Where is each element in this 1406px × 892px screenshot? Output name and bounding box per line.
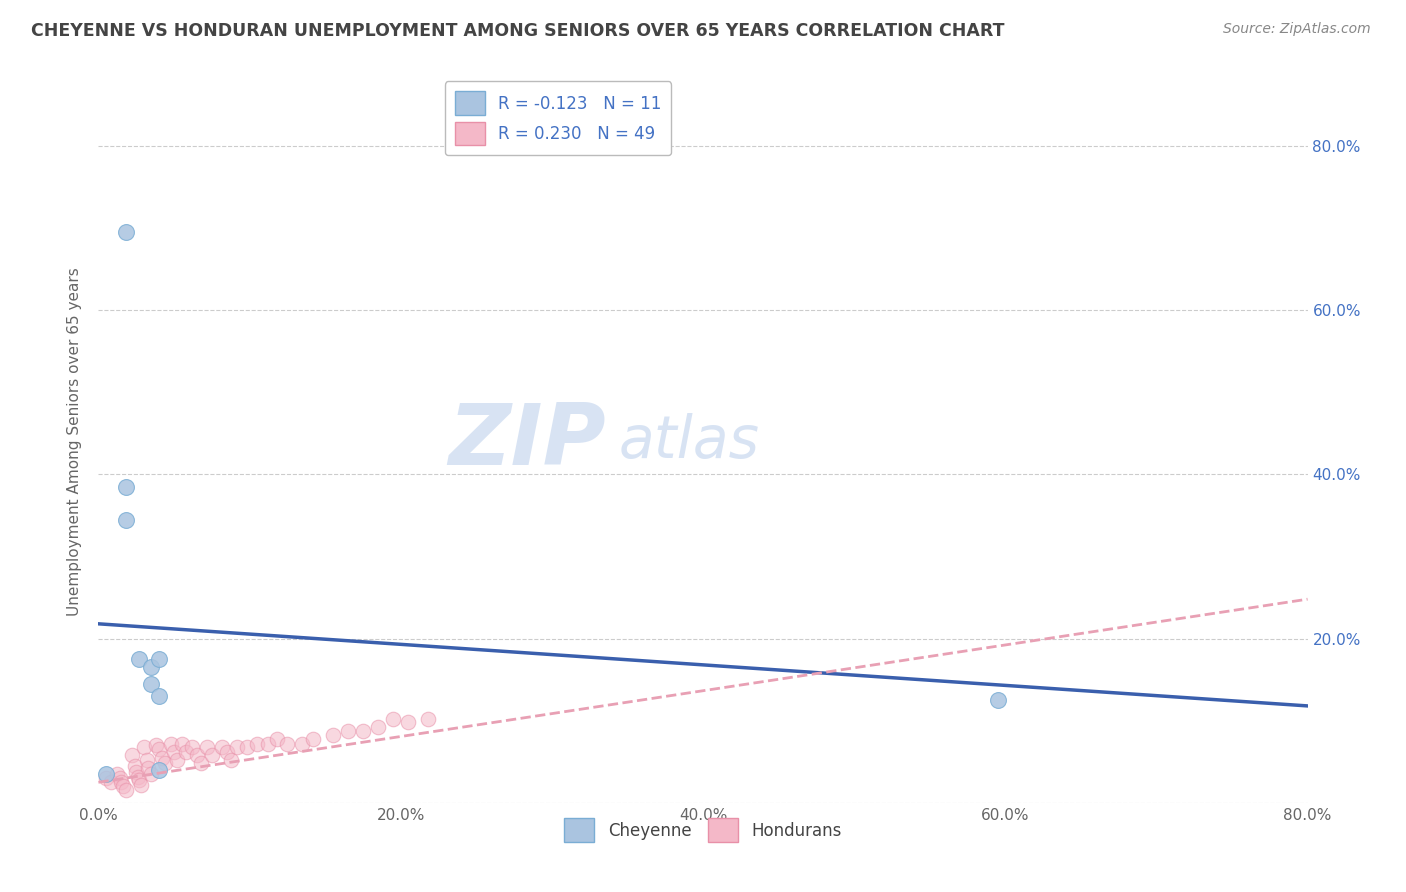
Legend: Cheyenne, Hondurans: Cheyenne, Hondurans xyxy=(558,812,848,848)
Point xyxy=(322,729,344,743)
Point xyxy=(256,737,278,751)
Point xyxy=(129,778,152,792)
Point xyxy=(181,739,204,754)
Text: CHEYENNE VS HONDURAN UNEMPLOYMENT AMONG SENIORS OVER 65 YEARS CORRELATION CHART: CHEYENNE VS HONDURAN UNEMPLOYMENT AMONG … xyxy=(31,22,1004,40)
Point xyxy=(94,767,117,781)
Point xyxy=(215,745,238,759)
Point xyxy=(148,689,170,703)
Y-axis label: Unemployment Among Seniors over 65 years: Unemployment Among Seniors over 65 years xyxy=(67,268,83,615)
Point xyxy=(150,750,173,764)
Text: atlas: atlas xyxy=(619,413,759,470)
Point xyxy=(145,739,167,753)
Point xyxy=(127,770,149,784)
Point xyxy=(195,739,218,754)
Point xyxy=(105,767,128,781)
Point xyxy=(108,771,131,785)
Point xyxy=(148,763,170,777)
Point xyxy=(128,772,150,787)
Point xyxy=(190,756,212,771)
Point xyxy=(128,652,150,666)
Point xyxy=(382,712,405,726)
Point xyxy=(367,720,389,734)
Point xyxy=(163,745,186,759)
Point xyxy=(174,745,197,759)
Point xyxy=(114,480,136,494)
Point xyxy=(221,753,243,767)
Point xyxy=(124,759,146,773)
Point xyxy=(94,771,117,785)
Point xyxy=(226,739,249,754)
Point xyxy=(160,737,183,751)
Point xyxy=(396,715,419,730)
Point xyxy=(121,748,143,763)
Point xyxy=(100,775,122,789)
Point xyxy=(110,775,132,789)
Point xyxy=(125,764,148,779)
Point xyxy=(166,753,188,767)
Point xyxy=(246,737,269,751)
Point xyxy=(148,742,170,756)
Point xyxy=(201,748,224,763)
Point xyxy=(153,756,176,771)
Point xyxy=(132,739,155,754)
Text: Source: ZipAtlas.com: Source: ZipAtlas.com xyxy=(1223,22,1371,37)
Point xyxy=(111,780,134,794)
Point xyxy=(276,737,298,751)
Text: ZIP: ZIP xyxy=(449,400,606,483)
Point xyxy=(235,739,257,754)
Point xyxy=(416,712,439,726)
Point xyxy=(114,783,136,797)
Point xyxy=(136,761,159,775)
Point xyxy=(302,731,325,746)
Point xyxy=(170,737,193,751)
Point xyxy=(148,652,170,666)
Point xyxy=(336,723,359,738)
Point xyxy=(186,748,208,763)
Point xyxy=(141,660,163,674)
Point xyxy=(135,753,157,767)
Point xyxy=(141,677,163,691)
Point xyxy=(352,723,374,738)
Point xyxy=(291,737,314,751)
Point xyxy=(114,512,136,526)
Point xyxy=(211,739,233,754)
Point xyxy=(987,693,1010,707)
Point xyxy=(114,225,136,239)
Point xyxy=(266,731,288,746)
Point xyxy=(141,767,163,781)
